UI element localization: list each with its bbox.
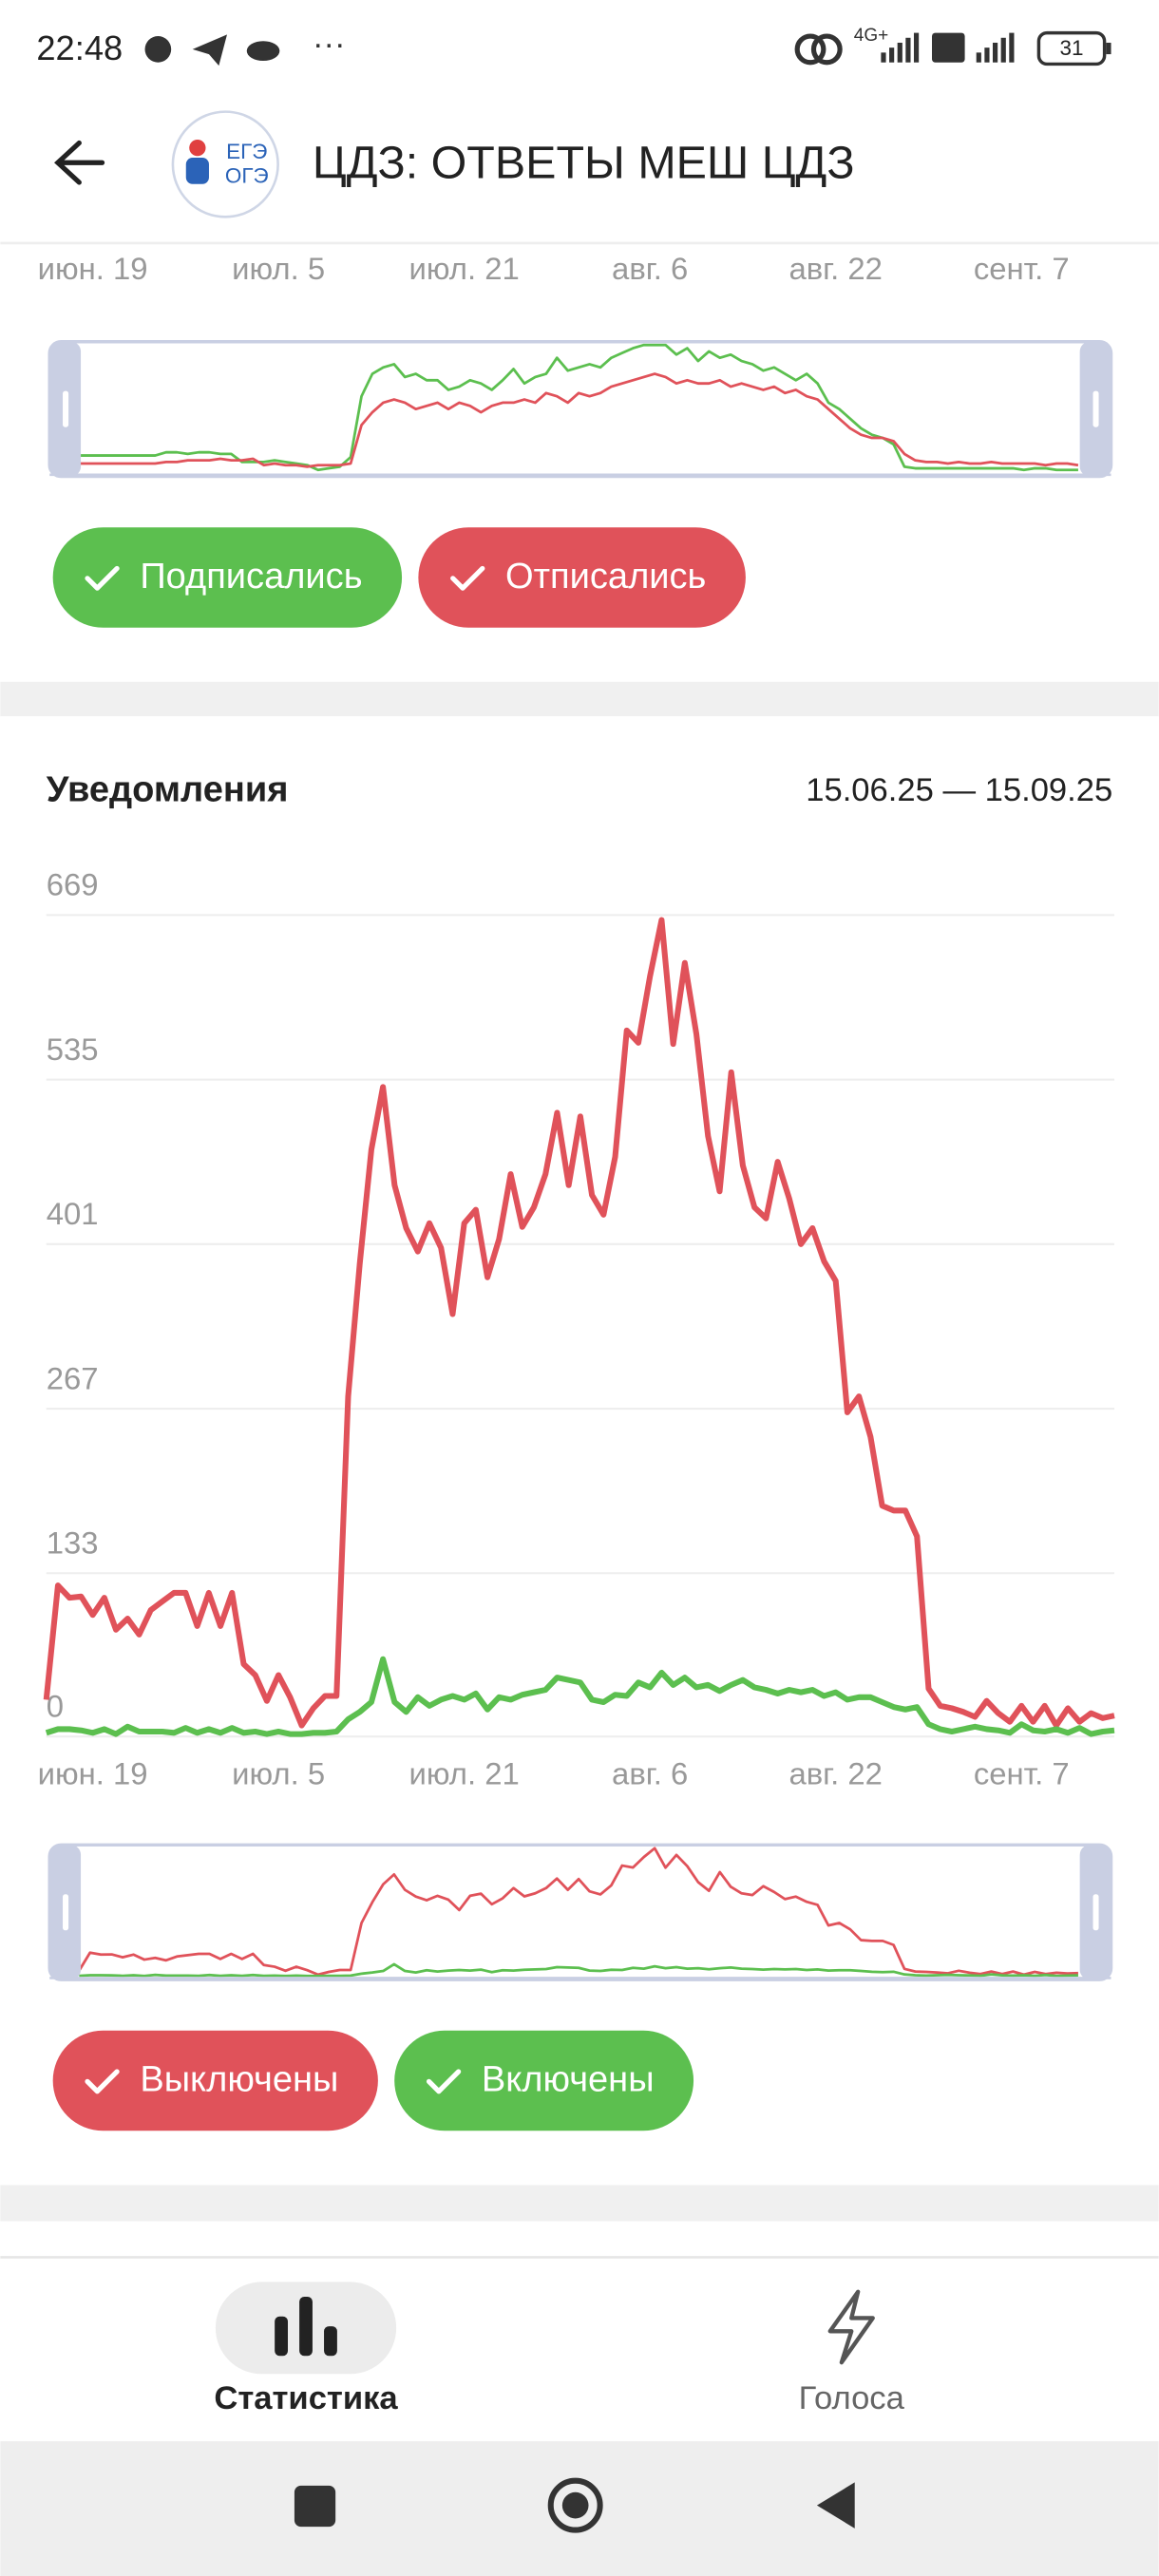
section-gap <box>0 2185 1159 2222</box>
x-tick-label: июн. 19 <box>38 1755 148 1790</box>
y-tick-label: 535 <box>47 1032 99 1067</box>
legend-label[interactable]: Включены <box>482 2059 655 2099</box>
legend-chip[interactable] <box>418 527 746 628</box>
link-icon <box>794 33 826 66</box>
cloud-icon <box>246 41 280 61</box>
legend-label[interactable]: Подписались <box>140 557 362 597</box>
battery-level: 31 <box>1060 36 1084 60</box>
y-tick-label: 133 <box>47 1525 99 1561</box>
battery-tip <box>1106 42 1112 55</box>
navigator-frame <box>48 340 1113 479</box>
legend-label[interactable]: Выключены <box>140 2059 338 2099</box>
bottom-nav <box>0 2257 1159 2442</box>
navigator-line <box>79 1962 1078 1978</box>
home-button-dot <box>561 2491 589 2519</box>
channel-logo <box>171 110 279 218</box>
y-tick-label: 669 <box>47 867 99 902</box>
nav-label[interactable]: Статистика <box>214 2380 398 2416</box>
link-icon <box>810 33 843 66</box>
legend-chip[interactable] <box>52 527 403 628</box>
x-tick-label: авг. 22 <box>788 1755 883 1790</box>
series-line <box>43 917 1115 1729</box>
x-tick-label: сент. 7 <box>974 1755 1070 1790</box>
votes-icon <box>827 2289 875 2365</box>
y-tick-label: 401 <box>47 1196 99 1231</box>
back-button[interactable] <box>54 140 105 185</box>
signal-icon <box>881 32 1015 63</box>
legend-chip[interactable] <box>394 2030 694 2131</box>
logo-text: ОГЭ <box>225 164 269 188</box>
x-tick-label: июл. 5 <box>232 1755 325 1790</box>
network-type: 4G+ <box>854 26 888 46</box>
back-nav-button[interactable] <box>816 2482 855 2529</box>
x-tick-label: авг. 6 <box>612 1755 688 1790</box>
logo-figure <box>189 140 206 157</box>
home-button[interactable] <box>547 2477 603 2533</box>
x-tick-label: июн. 19 <box>38 251 148 286</box>
recents-button[interactable] <box>294 2485 336 2528</box>
y-tick-label: 0 <box>47 1688 64 1723</box>
x-tick-label: авг. 22 <box>788 251 883 286</box>
channel-title: ЦДЗ: ОТВЕТЫ МЕШ ЦДЗ <box>313 137 855 188</box>
section-title: Уведомления <box>47 770 289 810</box>
series-line <box>45 1656 1115 1737</box>
legend-check <box>85 565 120 591</box>
navigator-line <box>78 1847 1078 1977</box>
navigator-line <box>79 343 1078 472</box>
logo-figure <box>185 158 209 184</box>
navigator-grip <box>1092 390 1099 427</box>
x-tick-label: авг. 6 <box>612 251 688 286</box>
legend-check <box>450 565 485 591</box>
telegram-icon <box>192 34 228 66</box>
nav-label[interactable]: Голоса <box>799 2380 905 2416</box>
navigator-grip <box>63 1894 69 1931</box>
chat-icon <box>144 36 172 63</box>
battery-icon <box>1036 30 1107 66</box>
stats-icon <box>275 2296 337 2357</box>
more-icon: ··· <box>313 27 346 63</box>
section-gap <box>0 681 1159 717</box>
date-range[interactable]: 15.06.25 — 15.09.25 <box>806 772 1112 808</box>
navigator-frame <box>48 1843 1113 1981</box>
legend-label[interactable]: Отписались <box>505 557 706 597</box>
logo-text: ЕГЭ <box>226 140 267 163</box>
x-tick-label: июл. 21 <box>409 1755 520 1790</box>
x-tick-label: июл. 5 <box>232 251 325 286</box>
y-tick-label: 267 <box>47 1360 99 1395</box>
status-time: 22:48 <box>36 28 123 67</box>
navigator-grip <box>63 390 69 427</box>
legend-check <box>426 2069 462 2094</box>
x-tick-label: июл. 21 <box>409 251 520 286</box>
legend-chip[interactable] <box>52 2030 378 2131</box>
navigator-line <box>79 372 1079 468</box>
x-tick-label: сент. 7 <box>974 251 1070 286</box>
legend-check <box>85 2069 120 2094</box>
navigator-grip <box>1092 1894 1099 1931</box>
